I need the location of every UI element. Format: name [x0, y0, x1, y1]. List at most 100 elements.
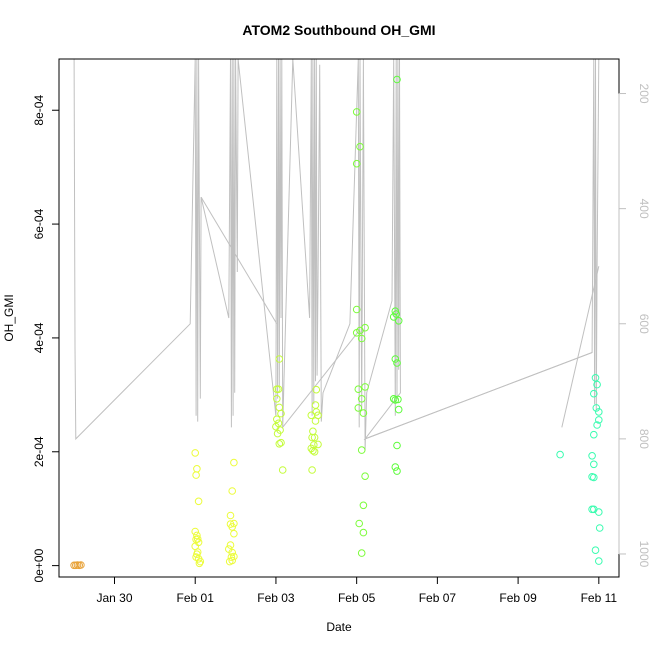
data-point [595, 508, 603, 516]
x-axis: Jan 30 Feb 01 Feb 03 Feb 05 Feb 07 Feb 09 Feb … [96, 577, 617, 605]
data-point [394, 405, 403, 414]
data-point [394, 395, 402, 404]
data-point [593, 380, 601, 389]
data-point [393, 467, 401, 475]
data-point [393, 75, 401, 84]
y-tick-label: 2e-04 [32, 436, 46, 467]
data-point [226, 541, 235, 549]
x-tick-label: Feb 03 [257, 591, 295, 605]
data-point [592, 404, 601, 412]
data-point [275, 355, 284, 363]
data-point [273, 415, 281, 424]
data-point [312, 385, 321, 394]
flight-track-line [73, 58, 600, 451]
data-point [354, 404, 363, 412]
data-point [355, 519, 364, 528]
y-axis-title: OH_GMI [2, 294, 16, 341]
data-point [595, 524, 604, 532]
data-point [352, 159, 361, 168]
data-point [230, 519, 238, 528]
data-point [595, 416, 603, 424]
data-point [230, 529, 238, 538]
data-point [394, 317, 403, 325]
data-point [196, 557, 205, 566]
x-tick-label: Feb 01 [177, 591, 215, 605]
data-point [359, 409, 368, 417]
y-tick-label: 6e-04 [32, 208, 46, 239]
data-point [595, 408, 603, 416]
x-tick-label: Feb 05 [338, 591, 376, 605]
chart-title: ATOM2 Southbound OH_GMI [242, 22, 435, 38]
data-point [77, 561, 85, 569]
data-point [354, 385, 363, 394]
data-point [277, 409, 285, 418]
data-point [393, 441, 401, 450]
flight-track-segment [200, 196, 278, 325]
x-tick-label: Feb 11 [581, 591, 618, 605]
data-point [309, 446, 317, 455]
data-point [590, 473, 598, 482]
data-point [275, 403, 284, 412]
data-point [194, 497, 203, 506]
y-tick-label: 0e+00 [32, 548, 46, 582]
data-point [556, 450, 564, 459]
data-point [361, 383, 369, 391]
data-point [389, 313, 398, 321]
y-tick-label: 8e-04 [32, 95, 46, 126]
data-point [230, 552, 238, 561]
data-point [273, 395, 281, 403]
right-tick-label: 400 [637, 199, 650, 219]
x-tick-label: Feb 09 [499, 591, 537, 605]
flight-track-segment [561, 266, 600, 428]
data-point [191, 449, 199, 457]
data-point [193, 550, 201, 559]
right-tick-label: 1000 [637, 541, 650, 568]
data-point [311, 417, 320, 425]
data-point [352, 329, 361, 337]
data-point [590, 430, 598, 439]
right-tick-label: 200 [637, 84, 650, 104]
data-point [352, 305, 361, 314]
data-point [588, 452, 596, 460]
flight-track-layer [73, 58, 600, 451]
right-axis: 200 400 600 800 1000 [618, 84, 650, 568]
data-point [193, 535, 202, 543]
data-point [361, 472, 369, 481]
data-point [389, 395, 398, 403]
x-tick-label: Jan 30 [96, 591, 132, 605]
data-point [226, 511, 235, 520]
data-point [391, 355, 400, 363]
data-point [308, 466, 316, 474]
data-point [308, 433, 316, 442]
data-point [310, 433, 319, 442]
data-point [228, 487, 236, 495]
data-point [393, 359, 401, 367]
data-point [356, 142, 364, 151]
data-point [274, 385, 283, 394]
data-point [277, 438, 285, 447]
data-point [593, 421, 601, 429]
points-layer [70, 75, 604, 570]
x-tick-label: Feb 07 [419, 591, 457, 605]
y-axis: 0e+00 2e-04 4e-04 6e-04 8e-04 [32, 95, 59, 582]
data-point [352, 108, 361, 116]
data-point [591, 374, 600, 382]
data-point [225, 557, 234, 566]
data-point [310, 448, 319, 456]
data-point [275, 440, 284, 448]
data-point [595, 557, 603, 565]
y-tick-label: 4e-04 [32, 322, 46, 353]
data-point [193, 465, 201, 473]
data-point [359, 501, 368, 510]
data-point [273, 429, 282, 438]
data-point [278, 466, 287, 474]
data-point [191, 527, 199, 536]
data-point [357, 334, 366, 343]
data-point [192, 471, 200, 479]
data-point [193, 531, 201, 540]
data-point [314, 440, 322, 449]
data-point [391, 463, 400, 471]
data-point [590, 460, 598, 469]
data-point [357, 395, 366, 403]
